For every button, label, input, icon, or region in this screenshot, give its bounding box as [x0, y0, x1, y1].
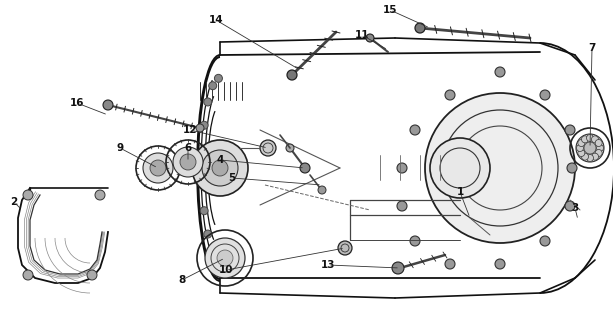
Circle shape — [587, 134, 593, 141]
Circle shape — [495, 67, 505, 77]
Circle shape — [173, 147, 203, 177]
Circle shape — [576, 145, 584, 151]
Circle shape — [578, 149, 585, 156]
Text: 6: 6 — [185, 143, 192, 153]
Text: 2: 2 — [10, 197, 18, 207]
Circle shape — [397, 201, 407, 211]
Circle shape — [425, 93, 575, 243]
Circle shape — [576, 134, 604, 162]
Circle shape — [87, 270, 97, 280]
Circle shape — [202, 150, 238, 186]
Circle shape — [592, 136, 598, 143]
Text: 8: 8 — [178, 275, 186, 285]
Text: 12: 12 — [183, 125, 197, 135]
Text: 13: 13 — [321, 260, 335, 270]
Circle shape — [260, 140, 276, 156]
Circle shape — [410, 125, 420, 135]
Text: 7: 7 — [588, 43, 596, 53]
Circle shape — [410, 236, 420, 246]
Circle shape — [596, 145, 604, 151]
Circle shape — [338, 241, 352, 255]
Circle shape — [595, 140, 602, 147]
Circle shape — [540, 90, 550, 100]
Circle shape — [198, 149, 206, 157]
Circle shape — [565, 201, 575, 211]
Circle shape — [204, 230, 211, 238]
Circle shape — [567, 163, 577, 173]
Circle shape — [430, 138, 490, 198]
Circle shape — [397, 163, 407, 173]
Circle shape — [180, 154, 196, 170]
Circle shape — [23, 270, 33, 280]
Circle shape — [318, 186, 326, 194]
Circle shape — [196, 124, 204, 132]
Text: 4: 4 — [216, 155, 224, 165]
Circle shape — [212, 160, 228, 176]
Text: 11: 11 — [355, 30, 369, 40]
Circle shape — [143, 153, 173, 183]
Circle shape — [208, 82, 217, 90]
Circle shape — [103, 100, 113, 110]
Circle shape — [495, 259, 505, 269]
Circle shape — [287, 70, 297, 80]
Circle shape — [445, 259, 455, 269]
Circle shape — [582, 153, 588, 160]
Circle shape — [204, 98, 211, 106]
Text: 5: 5 — [229, 173, 235, 183]
Circle shape — [208, 246, 217, 254]
Circle shape — [192, 140, 248, 196]
Circle shape — [584, 142, 596, 154]
Circle shape — [300, 163, 310, 173]
Text: 14: 14 — [208, 15, 223, 25]
Circle shape — [205, 238, 245, 278]
Circle shape — [200, 121, 208, 129]
Circle shape — [540, 236, 550, 246]
Text: 9: 9 — [116, 143, 124, 153]
Circle shape — [95, 190, 105, 200]
Text: 3: 3 — [571, 203, 579, 213]
Circle shape — [587, 155, 593, 162]
Text: 10: 10 — [219, 265, 234, 275]
Circle shape — [582, 136, 588, 143]
Circle shape — [592, 153, 598, 160]
Text: 15: 15 — [383, 5, 397, 15]
Circle shape — [445, 90, 455, 100]
Circle shape — [215, 254, 223, 262]
Circle shape — [366, 34, 374, 42]
Circle shape — [150, 160, 166, 176]
Circle shape — [392, 262, 404, 274]
Circle shape — [286, 144, 294, 152]
Text: 1: 1 — [456, 187, 463, 197]
Text: 16: 16 — [70, 98, 84, 108]
Circle shape — [23, 190, 33, 200]
Circle shape — [415, 23, 425, 33]
Circle shape — [198, 179, 206, 187]
Circle shape — [565, 125, 575, 135]
Circle shape — [578, 140, 585, 147]
Circle shape — [200, 207, 208, 215]
Circle shape — [215, 74, 223, 82]
Circle shape — [217, 250, 233, 266]
Circle shape — [595, 149, 602, 156]
